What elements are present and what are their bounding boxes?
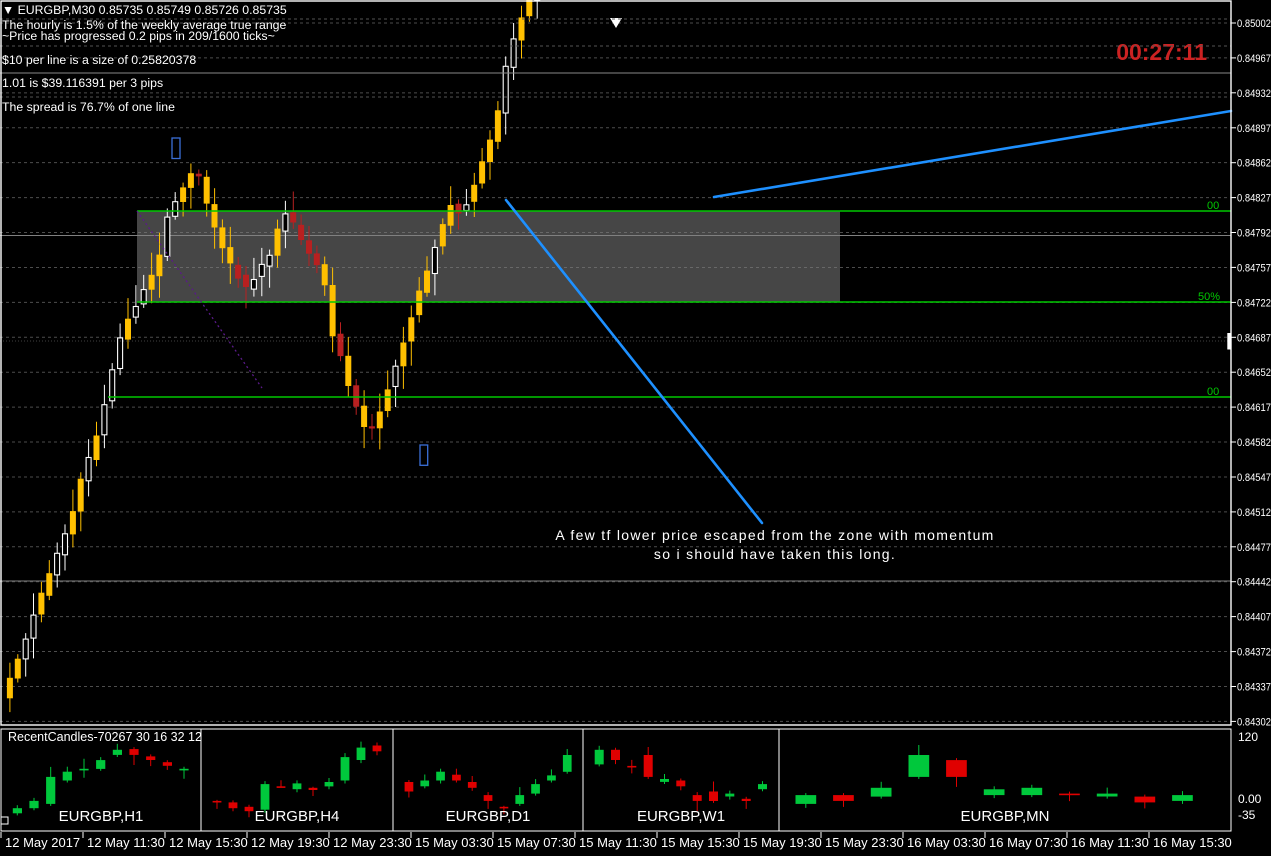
svg-text:0.84827: 0.84827 xyxy=(1237,193,1271,205)
svg-text:00: 00 xyxy=(1207,386,1219,398)
svg-text:50%: 50% xyxy=(1198,291,1220,303)
svg-text:0.84337: 0.84337 xyxy=(1237,682,1271,694)
svg-text:EURGBP,MN: EURGBP,MN xyxy=(961,808,1050,825)
svg-text:0.84862: 0.84862 xyxy=(1237,158,1271,170)
svg-text:0.84582: 0.84582 xyxy=(1237,437,1271,449)
svg-text:0.84442: 0.84442 xyxy=(1237,577,1271,589)
svg-text:12 May 19:30: 12 May 19:30 xyxy=(251,835,330,850)
svg-text:00:27:11: 00:27:11 xyxy=(1116,39,1207,65)
svg-text:EURGBP,H1: EURGBP,H1 xyxy=(59,808,144,825)
svg-text:0.00: 0.00 xyxy=(1238,792,1262,806)
svg-text:0.84792: 0.84792 xyxy=(1237,228,1271,240)
svg-text:1.01 is $39.116391 per 3 pips: 1.01 is $39.116391 per 3 pips xyxy=(2,76,163,90)
svg-text:RecentCandles-70267 30 16 32 1: RecentCandles-70267 30 16 32 12 xyxy=(8,730,202,744)
svg-text:so i should have taken th: so i should have taken this long. xyxy=(654,546,896,562)
svg-text:15 May 23:30: 15 May 23:30 xyxy=(825,835,904,850)
svg-text:0.84652: 0.84652 xyxy=(1237,367,1271,379)
svg-text:0.84407: 0.84407 xyxy=(1237,612,1271,624)
svg-text:15 May 15:30: 15 May 15:30 xyxy=(661,835,740,850)
svg-text:A few tf lower price esca: A few tf lower price escaped from the zo… xyxy=(555,527,994,543)
svg-text:15 May 11:30: 15 May 11:30 xyxy=(579,835,657,850)
svg-text:16 May 15:30: 16 May 15:30 xyxy=(1153,835,1232,850)
svg-text:0.84967: 0.84967 xyxy=(1237,53,1271,65)
svg-text:0.84547: 0.84547 xyxy=(1237,472,1271,484)
svg-text:0.84512: 0.84512 xyxy=(1237,507,1271,519)
svg-text:0.84617: 0.84617 xyxy=(1237,402,1271,414)
svg-text:0.84477: 0.84477 xyxy=(1237,542,1271,554)
svg-text:16 May 07:30: 16 May 07:30 xyxy=(989,835,1068,850)
svg-text:0.84757: 0.84757 xyxy=(1237,262,1271,274)
svg-text:0.85002: 0.85002 xyxy=(1237,18,1271,30)
svg-text:15 May 19:30: 15 May 19:30 xyxy=(743,835,822,850)
svg-text:15 May 03:30: 15 May 03:30 xyxy=(415,835,494,850)
svg-text:120: 120 xyxy=(1238,730,1258,744)
svg-text:12 May 11:30: 12 May 11:30 xyxy=(87,835,165,850)
svg-text:16 May 03:30: 16 May 03:30 xyxy=(907,835,986,850)
svg-text:0.84372: 0.84372 xyxy=(1237,647,1271,659)
svg-text:12 May 2017: 12 May 2017 xyxy=(5,835,80,850)
svg-text:12 May 15:30: 12 May 15:30 xyxy=(169,835,248,850)
svg-text:00: 00 xyxy=(1207,200,1219,212)
svg-text:0.84722: 0.84722 xyxy=(1237,297,1271,309)
svg-text:-35: -35 xyxy=(1238,808,1256,822)
svg-text:$10 per line is a size of 0.25: $10 per line is a size of 0.25820378 xyxy=(2,53,196,67)
svg-text:EURGBP,W1: EURGBP,W1 xyxy=(637,808,725,825)
svg-text:▼ EURGBP,M30 0.85735 0.8574: ▼ EURGBP,M30 0.85735 0.85749 0.85726 0.8… xyxy=(2,3,287,17)
svg-text:EURGBP,D1: EURGBP,D1 xyxy=(446,808,531,825)
svg-text:15 May 07:30: 15 May 07:30 xyxy=(497,835,576,850)
svg-text:The spread is 76.7% of one lin: The spread is 76.7% of one line xyxy=(2,100,175,114)
svg-text:0.84302: 0.84302 xyxy=(1237,716,1271,728)
svg-text:12 May 23:30: 12 May 23:30 xyxy=(333,835,412,850)
svg-text:~Price has progressed 0.2 pi: ~Price has progressed 0.2 pips in 209/16… xyxy=(2,29,275,43)
svg-text:EURGBP,H4: EURGBP,H4 xyxy=(255,808,340,825)
svg-text:16 May 11:30: 16 May 11:30 xyxy=(1071,835,1149,850)
svg-text:0.84687: 0.84687 xyxy=(1237,332,1271,344)
svg-text:0.84897: 0.84897 xyxy=(1237,123,1271,135)
svg-text:0.84932: 0.84932 xyxy=(1237,88,1271,100)
